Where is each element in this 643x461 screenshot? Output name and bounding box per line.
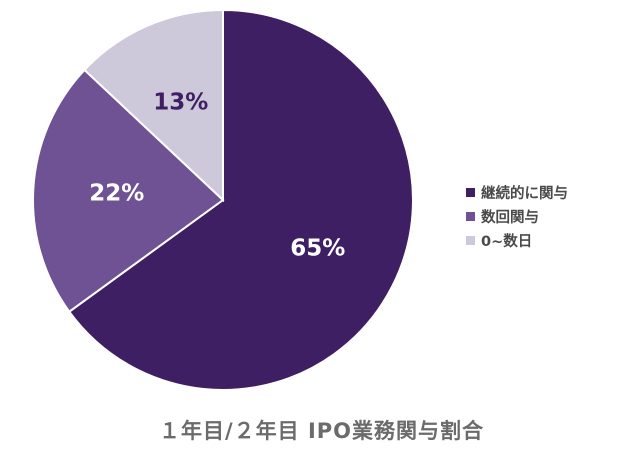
pie-slice-0 xyxy=(67,8,414,391)
legend: 継続的に関与 数回関与 0~数日 xyxy=(466,180,568,252)
chart-title: １年目/２年目 IPO業務関与割合 xyxy=(158,419,485,443)
legend-item-2: 0~数日 xyxy=(466,228,568,252)
pie-slice-2 xyxy=(83,8,224,203)
legend-swatch-2 xyxy=(466,235,475,245)
pie-labels: 65% 22% 13% xyxy=(89,89,345,261)
legend-swatch-0 xyxy=(466,187,475,197)
pie-slice-label-2: 13% xyxy=(153,89,208,115)
legend-swatch-1 xyxy=(466,211,475,221)
pie-slice-label-0: 65% xyxy=(290,235,345,261)
legend-label-2: 0~数日 xyxy=(481,233,533,250)
legend-label-0: 継続的に関与 xyxy=(481,185,568,202)
pie-slice-1 xyxy=(32,68,225,314)
pie-slices xyxy=(32,8,414,391)
legend-item-1: 数回関与 xyxy=(466,204,568,228)
legend-label-1: 数回関与 xyxy=(481,209,539,226)
legend-item-0: 継続的に関与 xyxy=(466,180,568,204)
pie-slice-label-1: 22% xyxy=(89,180,144,206)
